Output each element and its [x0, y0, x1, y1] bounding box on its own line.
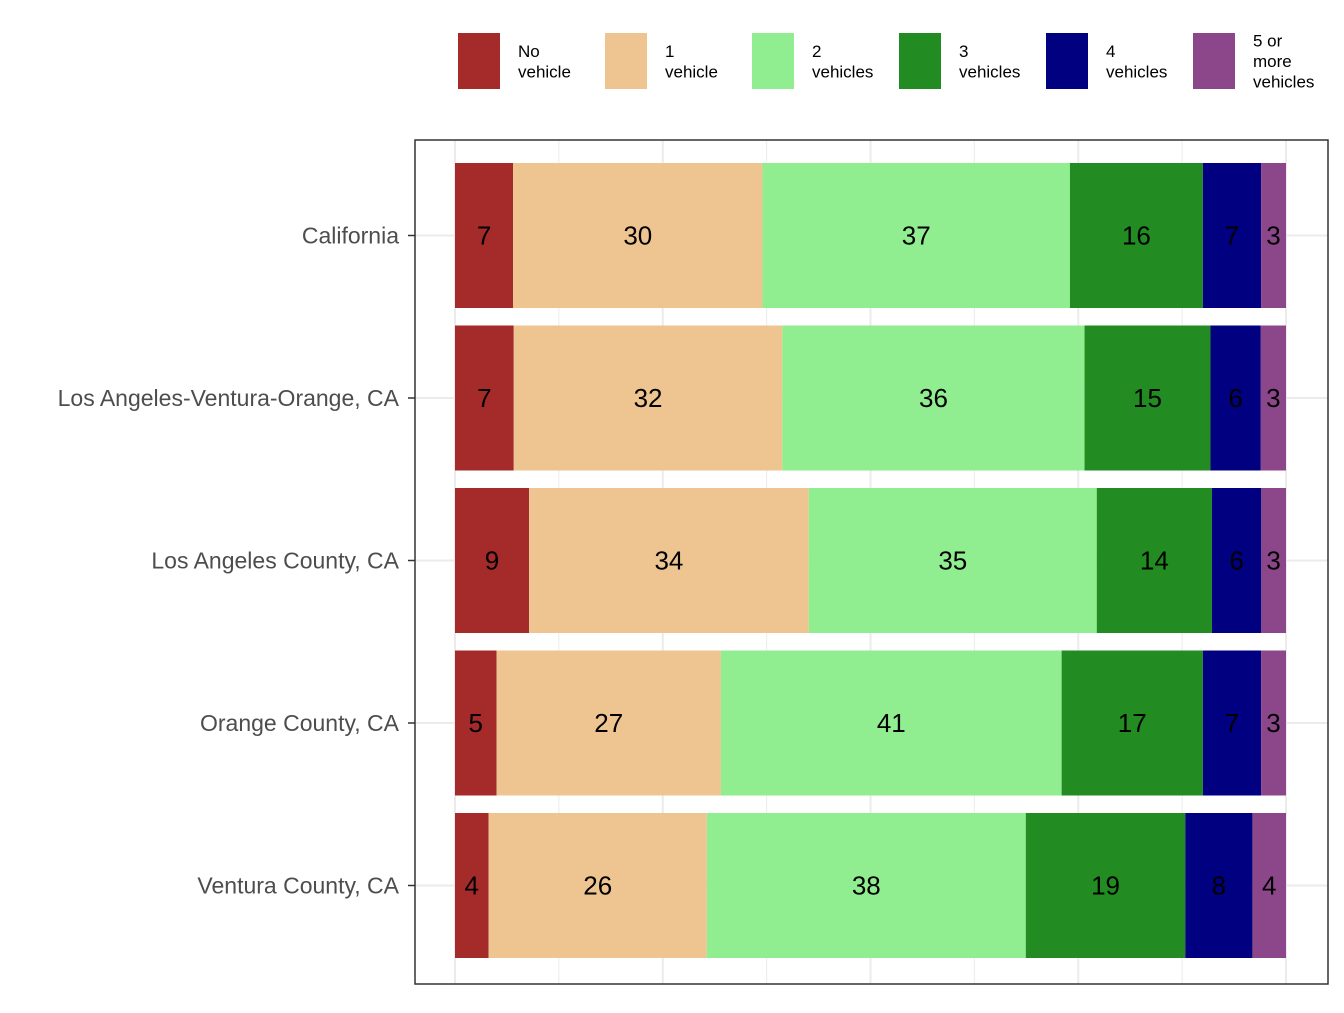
- data-label: 41: [877, 708, 906, 738]
- bar-los-angeles-county-ca-series-2: [808, 488, 1097, 633]
- bar-los-angeles-ventura-orange-ca-series-2: [782, 325, 1085, 471]
- bar-california-series-2: [762, 163, 1070, 308]
- data-label: 4: [465, 871, 479, 901]
- data-label: 3: [1266, 221, 1280, 251]
- data-label: 4: [1262, 871, 1276, 901]
- bar-california-series-5: [1261, 163, 1286, 308]
- plot-border: [414, 139, 1329, 985]
- legend-label-2: 2 vehicles: [812, 42, 873, 82]
- data-label: 6: [1229, 546, 1243, 576]
- bar-los-angeles-county-ca-series-4: [1211, 488, 1262, 633]
- legend-key-2: [752, 33, 794, 89]
- category-label-los-angeles-ventura-orange-ca: Los Angeles-Ventura-Orange, CA: [58, 385, 400, 411]
- bar-los-angeles-ventura-orange-ca-series-1: [513, 325, 783, 471]
- bar-california-series-4: [1202, 163, 1262, 308]
- data-labels: 7 30 37 16 7 37 32 36 15 6 39 34 35 14 6 35 27 41 17 7 34 26 3…: [465, 221, 1281, 901]
- data-label: 38: [852, 871, 881, 901]
- bars: [455, 163, 1286, 958]
- bar-orange-county-ca-series-5: [1261, 650, 1286, 796]
- bar-california-series-3: [1069, 163, 1203, 308]
- legend-label-3: 3 vehicles: [959, 42, 1020, 82]
- data-label: 5: [469, 708, 483, 738]
- data-label: 32: [634, 383, 663, 413]
- bar-california-series-1: [513, 163, 763, 308]
- category-label-los-angeles-county-ca: Los Angeles County, CA: [151, 548, 399, 574]
- bar-ventura-county-ca-series-1: [488, 813, 707, 958]
- bar-los-angeles-county-ca-series-1: [529, 488, 809, 633]
- bar-los-angeles-ventura-orange-ca-series-0: [455, 325, 514, 471]
- data-label: 3: [1266, 708, 1280, 738]
- legend-key-1: [605, 33, 647, 89]
- legend-key-4: [1046, 33, 1088, 89]
- data-label: 34: [654, 546, 683, 576]
- data-label: 15: [1133, 383, 1162, 413]
- data-label: 19: [1091, 871, 1120, 901]
- bar-los-angeles-county-ca-series-0: [455, 488, 530, 633]
- data-label: 26: [583, 871, 612, 901]
- legend-label-0: No vehicle: [518, 42, 571, 82]
- category-label-california: California: [302, 223, 399, 249]
- bar-ventura-county-ca-series-0: [455, 813, 489, 958]
- bar-los-angeles-county-ca-series-3: [1096, 488, 1212, 633]
- bar-orange-county-ca-series-4: [1202, 650, 1262, 796]
- legend-label-1: 1 vehicle: [665, 42, 718, 82]
- bar-los-angeles-ventura-orange-ca-series-4: [1210, 325, 1261, 471]
- bar-california-series-0: [455, 163, 514, 308]
- bar-ventura-county-ca-series-4: [1185, 813, 1253, 958]
- bar-los-angeles-ventura-orange-ca-series-5: [1260, 325, 1286, 471]
- data-label: 7: [1225, 221, 1239, 251]
- data-label: 8: [1212, 871, 1226, 901]
- bar-los-angeles-ventura-orange-ca-series-3: [1084, 325, 1211, 471]
- legend: No vehicle 1 vehicle 2 vehicles 3 vehicles 4 vehi…: [458, 32, 1314, 92]
- data-label: 9: [485, 546, 499, 576]
- y-axis: California Los Angeles-Ventura-Orange, CA…: [58, 223, 415, 899]
- data-label: 16: [1122, 221, 1151, 251]
- category-label-orange-county-ca: Orange County, CA: [200, 710, 400, 736]
- data-label: 14: [1140, 546, 1169, 576]
- bar-ventura-county-ca-series-2: [706, 813, 1026, 958]
- bar-orange-county-ca-series-3: [1061, 650, 1203, 796]
- data-label: 6: [1228, 383, 1242, 413]
- legend-key-5: [1193, 33, 1235, 89]
- legend-key-3: [899, 33, 941, 89]
- data-label: 36: [919, 383, 948, 413]
- legend-label-4: 4 vehicles: [1106, 42, 1167, 82]
- legend-label-5: 5 or more vehicles: [1253, 32, 1314, 92]
- bar-los-angeles-county-ca-series-5: [1261, 488, 1286, 633]
- bar-orange-county-ca-series-2: [720, 650, 1062, 796]
- bar-ventura-county-ca-series-5: [1252, 813, 1286, 958]
- category-label-ventura-county-ca: Ventura County, CA: [197, 873, 399, 899]
- data-label: 3: [1266, 546, 1280, 576]
- data-label: 7: [477, 383, 491, 413]
- data-label: 7: [1225, 708, 1239, 738]
- data-label: 27: [594, 708, 623, 738]
- data-label: 30: [623, 221, 652, 251]
- bar-ventura-county-ca-series-3: [1025, 813, 1186, 958]
- data-label: 37: [902, 221, 931, 251]
- data-label: 3: [1266, 383, 1280, 413]
- data-label: 35: [938, 546, 967, 576]
- bar-orange-county-ca-series-1: [496, 650, 721, 796]
- data-label: 7: [477, 221, 491, 251]
- data-label: 17: [1118, 708, 1147, 738]
- bar-orange-county-ca-series-0: [455, 650, 497, 796]
- legend-key-0: [458, 33, 500, 89]
